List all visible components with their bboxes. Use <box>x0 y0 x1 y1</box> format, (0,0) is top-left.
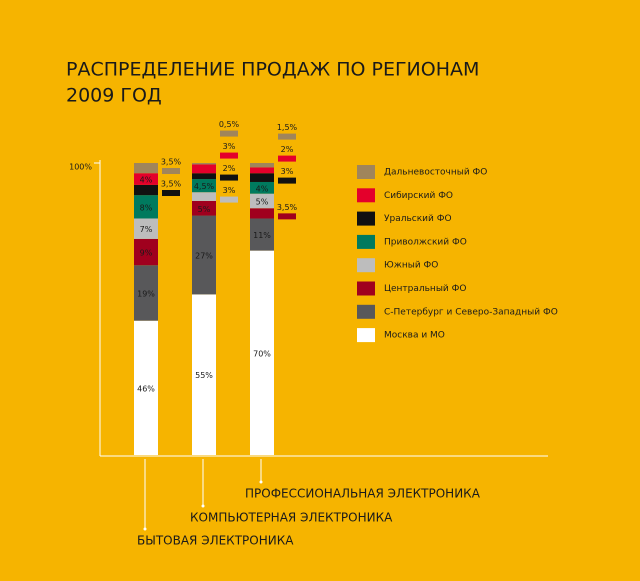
bar-segment <box>250 218 274 251</box>
chart-subtitle: 2009 ГОД <box>66 85 162 107</box>
bar-segment <box>250 181 274 194</box>
label-marker <box>278 177 296 184</box>
bar-segment <box>250 208 274 219</box>
legend-label: Дальневосточный ФО <box>384 168 487 178</box>
legend-label: Приволжский ФО <box>384 237 467 247</box>
data-label: 11% <box>253 231 271 240</box>
data-label: 3,5% <box>161 180 182 189</box>
legend-label: Москва и МО <box>384 331 445 341</box>
label-marker <box>220 130 238 137</box>
label-marker <box>278 155 296 162</box>
category-dot <box>143 527 147 531</box>
data-label: 0,5% <box>219 120 240 129</box>
bar-segment <box>134 173 158 185</box>
bar-segment <box>250 250 274 455</box>
data-label: 27% <box>195 251 213 260</box>
data-label: 55% <box>195 371 213 380</box>
data-label: 70% <box>253 349 271 358</box>
legend-label: Южный ФО <box>384 261 438 271</box>
category-dot <box>259 480 263 484</box>
data-label: 5% <box>256 197 269 206</box>
data-label: 3% <box>223 142 236 151</box>
data-label: 1,5% <box>277 123 298 132</box>
data-label: 4,5% <box>194 182 215 191</box>
data-label: 4% <box>256 184 269 193</box>
label-marker <box>278 213 296 220</box>
bar-segment <box>134 238 158 266</box>
data-label: 5% <box>198 205 211 214</box>
label-marker <box>162 190 180 197</box>
data-label: 2% <box>281 145 294 154</box>
legend-swatch <box>357 211 375 226</box>
bar-segment <box>134 163 158 174</box>
label-marker <box>220 174 238 181</box>
label-marker <box>162 168 180 175</box>
legend-swatch <box>357 234 375 249</box>
legend-swatch <box>357 188 375 203</box>
x-tick-label: БЫТОВАЯ ЭЛЕКТРОНИКА <box>137 534 294 548</box>
y-tick-label: 100% <box>69 163 92 172</box>
data-label: 46% <box>137 384 155 393</box>
bar-segment <box>192 164 216 174</box>
data-label: 3% <box>281 167 294 176</box>
x-tick-label: ПРОФЕССИОНАЛЬНАЯ ЭЛЕКТРОНИКА <box>245 487 481 501</box>
legend-label: Уральский ФО <box>384 214 452 224</box>
data-label: 4% <box>140 176 153 185</box>
legend-swatch <box>357 258 375 273</box>
bar-segment <box>250 163 274 168</box>
data-label: 3% <box>223 186 236 195</box>
bar-segment <box>192 294 216 455</box>
bar-segment <box>192 173 216 180</box>
data-label: 7% <box>140 225 153 234</box>
label-marker <box>278 133 296 140</box>
legend-label: Центральный ФО <box>384 284 466 294</box>
data-label: 2% <box>223 164 236 173</box>
label-marker <box>220 196 238 203</box>
bar-segment <box>192 215 216 295</box>
label-marker <box>220 152 238 159</box>
legend-swatch <box>357 281 375 296</box>
legend-swatch <box>357 328 375 343</box>
legend-swatch <box>357 304 375 319</box>
bar-segment <box>134 218 158 239</box>
bar-segment <box>134 265 158 321</box>
bar-segment <box>250 193 274 209</box>
data-label: 9% <box>140 249 153 258</box>
bar-segment <box>192 163 216 165</box>
bar-segment <box>192 200 216 216</box>
data-label: 3,5% <box>161 158 182 167</box>
data-label: 19% <box>137 289 155 298</box>
bar-segment <box>250 173 274 182</box>
data-label: 3,5% <box>277 203 298 212</box>
legend-swatch <box>357 165 375 179</box>
bar-segment <box>134 195 158 219</box>
bar-segment <box>250 167 274 174</box>
bar-segment <box>134 320 158 455</box>
category-dot <box>201 504 205 508</box>
x-tick-label: КОМПЬЮТЕРНАЯ ЭЛЕКТРОНИКА <box>190 511 393 525</box>
bar-segment <box>192 192 216 201</box>
chart-title: РАСПРЕДЕЛЕНИЕ ПРОДАЖ ПО РЕГИОНАМ <box>66 59 479 81</box>
bar-segment <box>134 184 158 196</box>
legend-label: Сибирский ФО <box>384 191 453 201</box>
data-label: 8% <box>140 203 153 212</box>
bar-segment <box>192 179 216 193</box>
legend-label: С-Петербург и Северо-Западный ФО <box>384 307 558 317</box>
